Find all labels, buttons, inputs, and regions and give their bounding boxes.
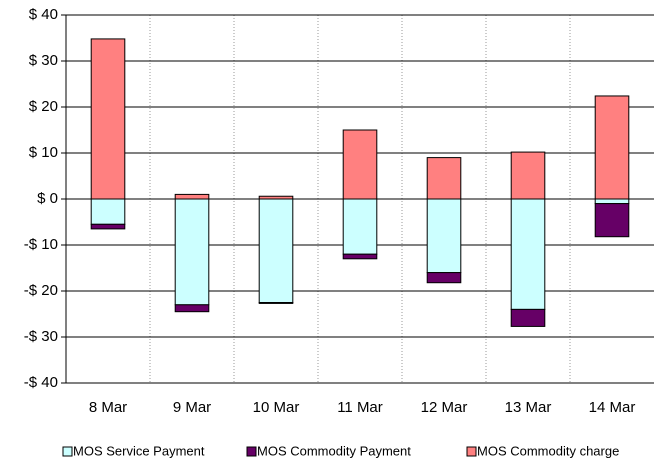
x-tick-label: 12 Mar	[421, 399, 468, 416]
bar-segment	[342, 198, 378, 255]
y-tick-label: $ 20	[29, 98, 58, 115]
bar-segment	[90, 198, 126, 225]
bar-segment	[174, 304, 210, 313]
y-tick-label: $ 0	[37, 190, 58, 207]
y-tick-label: $ 40	[29, 6, 58, 23]
x-tick-label: 8 Mar	[89, 399, 127, 416]
bar-segment	[258, 198, 294, 303]
bar-segment	[594, 95, 630, 200]
bar-segment	[258, 195, 294, 200]
bar-segment	[174, 198, 210, 306]
bar-segment	[510, 308, 546, 327]
bar-segment	[90, 223, 126, 230]
legend-label: MOS Commodity Payment	[257, 443, 411, 458]
x-tick-label: 14 Mar	[589, 399, 636, 416]
bar-segment	[594, 203, 630, 238]
bar-segment	[426, 157, 462, 200]
legend-swatch	[246, 446, 257, 457]
legend-swatch	[62, 446, 73, 457]
bar-segment	[426, 272, 462, 284]
legend-label: MOS Service Payment	[73, 443, 205, 458]
bar-segment	[594, 198, 630, 205]
y-tick-label: -$ 30	[24, 328, 58, 345]
bar-segment	[174, 193, 210, 200]
y-tick-label: -$ 10	[24, 236, 58, 253]
y-tick-label: -$ 40	[24, 374, 58, 391]
bar-segment	[510, 198, 546, 310]
bar-segment	[342, 129, 378, 200]
x-tick-label: 13 Mar	[505, 399, 552, 416]
bar-segment	[258, 302, 294, 304]
bar-segment	[426, 198, 462, 274]
legend-swatch	[466, 446, 477, 457]
y-tick-label: $ 10	[29, 144, 58, 161]
bar-segment	[342, 253, 378, 260]
x-tick-label: 10 Mar	[253, 399, 300, 416]
x-tick-label: 11 Mar	[337, 399, 383, 416]
y-tick-label: -$ 20	[24, 282, 58, 299]
bar-segment	[90, 38, 126, 200]
legend-label: MOS Commodity charge	[477, 443, 619, 458]
x-tick-label: 9 Mar	[173, 399, 211, 416]
y-tick-label: $ 30	[29, 52, 58, 69]
bar-segment	[510, 151, 546, 200]
